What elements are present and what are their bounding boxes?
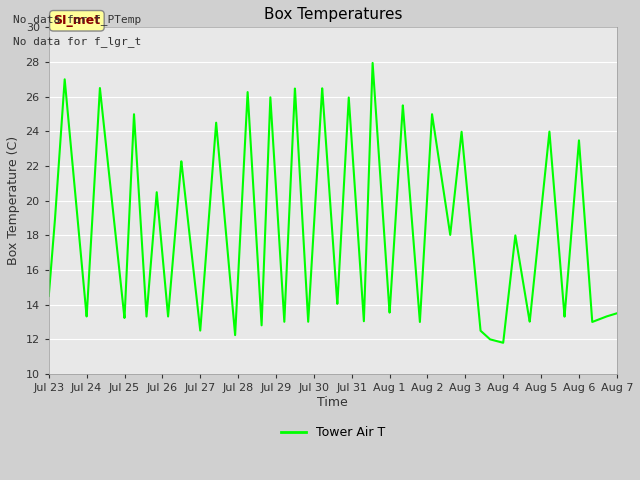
Legend: Tower Air T: Tower Air T [276,421,390,444]
Text: SI_met: SI_met [53,14,100,27]
Y-axis label: Box Temperature (C): Box Temperature (C) [7,136,20,265]
Text: No data for f_lgr_t: No data for f_lgr_t [13,36,141,47]
X-axis label: Time: Time [317,396,348,409]
Text: No data for f_PTemp: No data for f_PTemp [13,14,141,25]
Title: Box Temperatures: Box Temperatures [264,7,402,22]
